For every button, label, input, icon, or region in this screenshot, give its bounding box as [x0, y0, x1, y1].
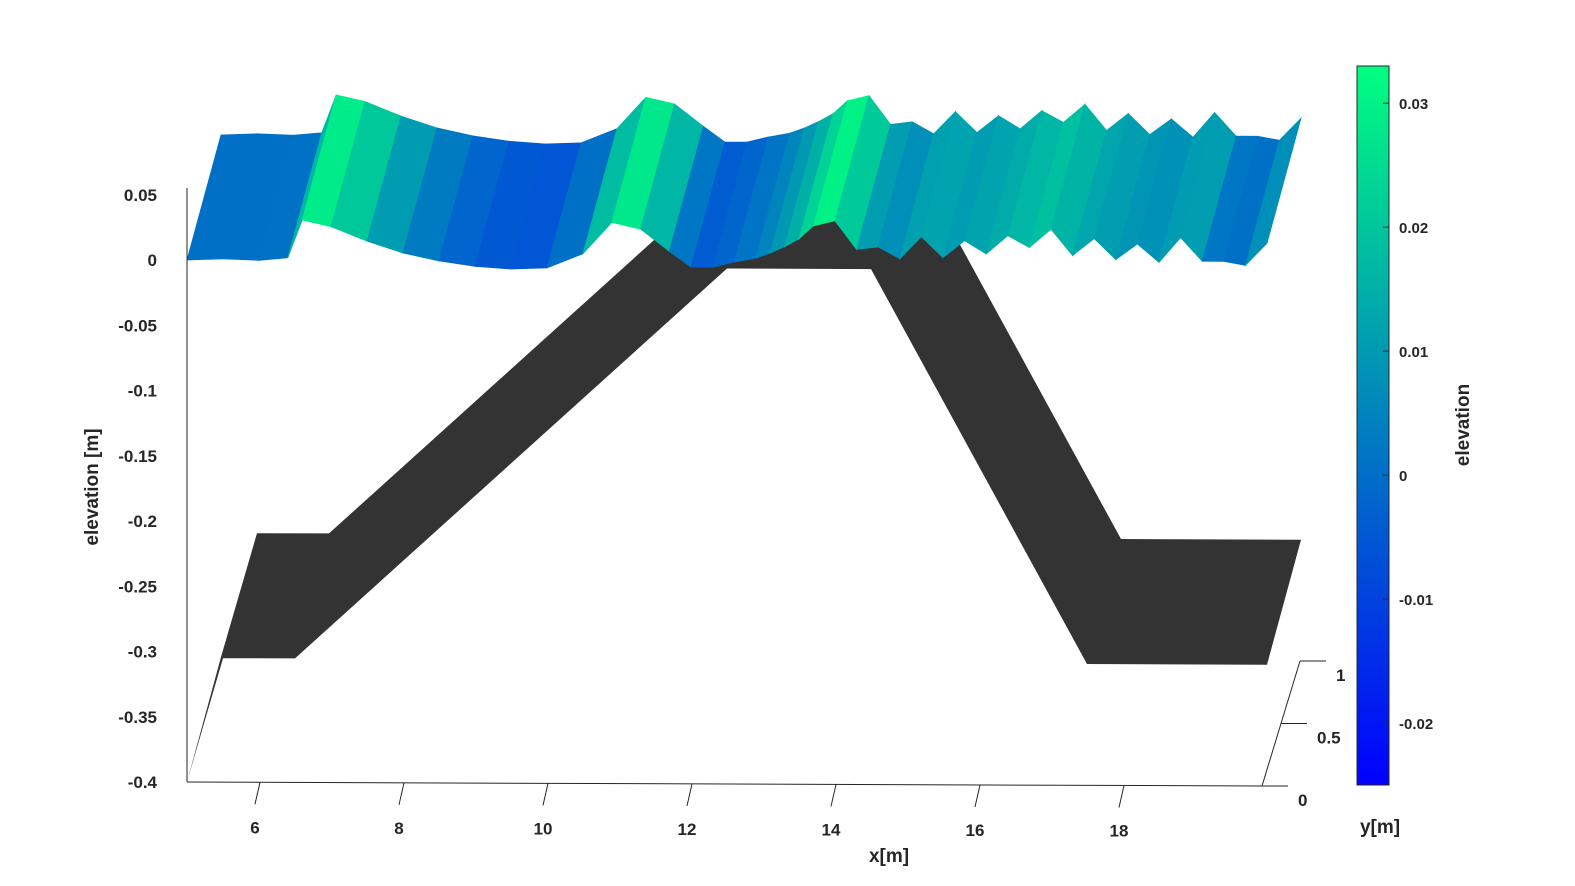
- y-tick-label: 0: [1298, 791, 1307, 810]
- colorbar-tick-label: 0: [1399, 468, 1407, 485]
- x-tick: [1118, 785, 1125, 808]
- x-tick: [974, 784, 981, 808]
- colorbar-tick-label: 0.02: [1399, 220, 1428, 237]
- z-tick-label: -0.15: [118, 447, 157, 466]
- z-tick-label: 0.05: [124, 186, 157, 205]
- x-tick: [398, 782, 405, 805]
- z-tick-label: -0.05: [118, 316, 157, 335]
- colorbar-tick-label: -0.01: [1399, 592, 1433, 609]
- z-tick-label: -0.2: [128, 512, 157, 531]
- colorbar-gradient: [1356, 65, 1390, 786]
- x-tick-label: 14: [822, 820, 841, 839]
- colorbar-label: elevation: [1453, 384, 1474, 466]
- x-tick-label: 12: [678, 820, 697, 839]
- colorbar-tick-label: 0.03: [1399, 96, 1428, 113]
- y-axis: 00.51: [1261, 660, 1345, 810]
- z-tick-label: -0.3: [128, 643, 157, 662]
- z-tick-label: -0.25: [118, 577, 157, 596]
- y-tick-label: 0.5: [1317, 729, 1341, 748]
- z-tick-label: -0.35: [118, 708, 157, 727]
- z-axis: 0.05 0 -0.05 -0.1 -0.15 -0.2 -0.25 -0.3 -0.35 -0.…: [118, 186, 188, 792]
- free-surface: [186, 94, 1302, 270]
- x-axis: 6 8 10 12 14 16 18: [186, 781, 1263, 841]
- y-axis-label: y[m]: [1360, 817, 1400, 838]
- y-tick-label: 1: [1336, 666, 1345, 685]
- z-tick-label: -0.4: [128, 773, 158, 792]
- colorbar-tick-label: -0.02: [1399, 716, 1433, 733]
- x-tick-label: 6: [250, 818, 259, 837]
- z-axis-label: elevation [m]: [82, 428, 103, 545]
- x-tick-label: 16: [966, 821, 985, 840]
- x-tick: [254, 782, 261, 805]
- bathymetry-surface: [187, 143, 1301, 782]
- colorbar-tick-label: 0.01: [1399, 344, 1428, 361]
- x-tick-label: 10: [534, 819, 553, 838]
- x-tick-label: 18: [1110, 822, 1129, 841]
- x-tick-label: 8: [394, 819, 403, 838]
- surface-strip: [1244, 116, 1302, 267]
- z-tick-label: -0.1: [128, 382, 157, 401]
- x-axis-label: x[m]: [869, 846, 909, 867]
- z-tick-label: 0: [148, 251, 157, 270]
- colorbar: elevation 0.03 0.02 0.01 0 -0.01 -0.02: [1356, 65, 1474, 786]
- x-tick: [542, 783, 549, 806]
- x-tick: [686, 783, 693, 807]
- x-tick: [830, 784, 837, 807]
